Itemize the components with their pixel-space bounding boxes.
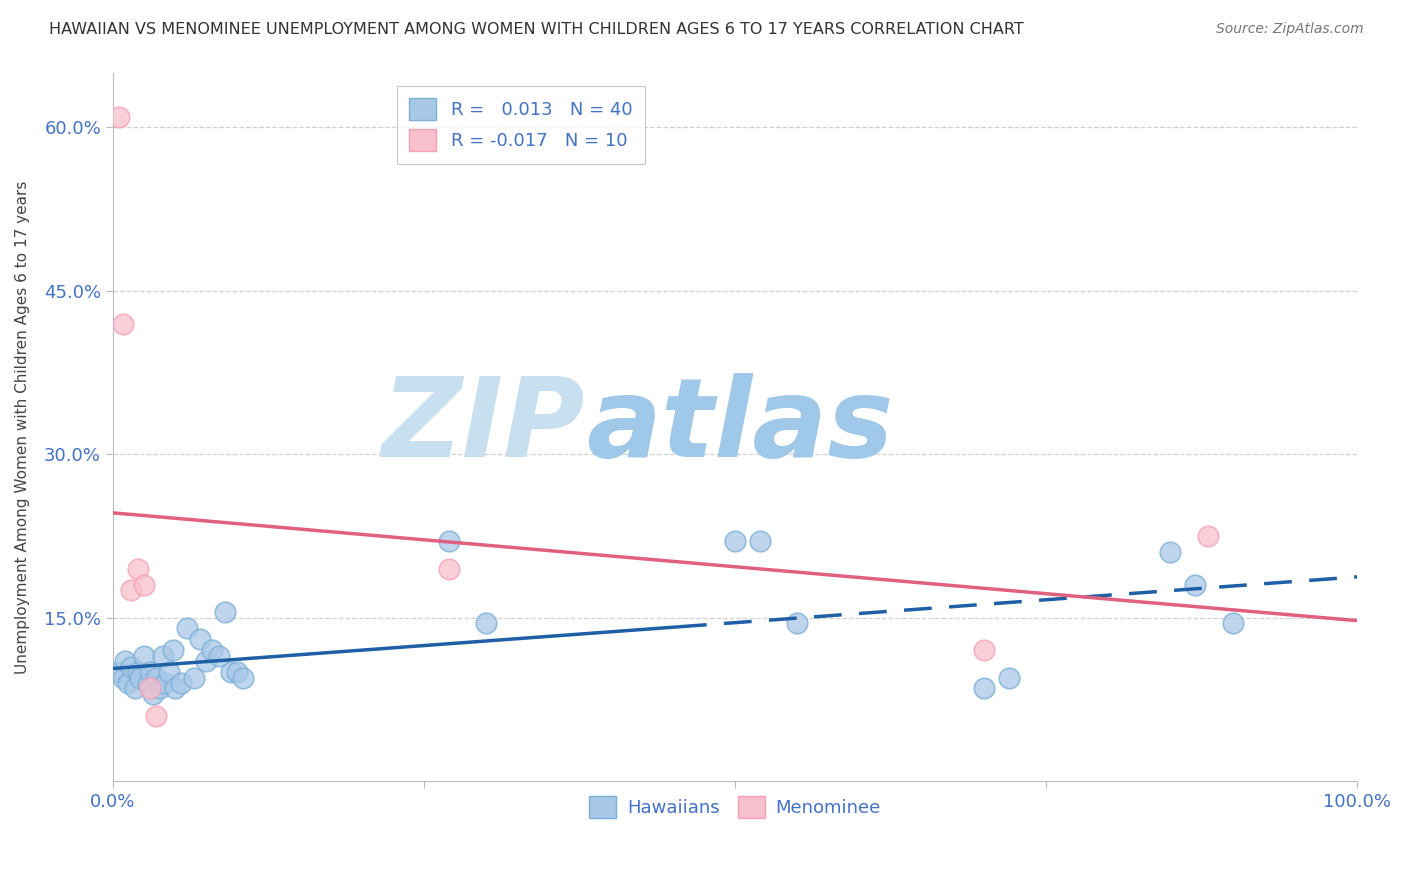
Point [437,534,460,549]
Text: Source: ZipAtlas.com: Source: ZipAtlas.com [1216,22,1364,37]
Point [111,671,134,685]
Point [188,632,211,647]
Point [176,622,198,636]
Point [132,578,155,592]
Point [232,671,254,685]
Point [129,671,152,685]
Point [121,659,143,673]
Point [973,681,995,696]
Point [127,561,149,575]
Point [973,643,995,657]
Point [219,665,242,679]
Point [111,317,134,331]
Point [786,615,808,630]
Point [121,583,143,598]
Point [1222,615,1244,630]
Point [139,681,162,696]
Point [124,681,146,696]
Legend: Hawaiians, Menominee: Hawaiians, Menominee [582,789,889,825]
Point [214,605,236,619]
Point [127,665,149,679]
Text: atlas: atlas [586,374,893,481]
Point [108,110,131,124]
Point [139,665,162,679]
Point [157,665,180,679]
Point [748,534,770,549]
Point [163,681,186,696]
Point [195,654,218,668]
Point [724,534,747,549]
Point [201,643,224,657]
Point [226,665,249,679]
Point [152,648,174,663]
Point [183,671,205,685]
Point [162,643,184,657]
Point [475,615,498,630]
Y-axis label: Unemployment Among Women with Children Ages 6 to 17 years: Unemployment Among Women with Children A… [15,180,30,673]
Point [153,676,176,690]
Point [170,676,193,690]
Point [145,708,167,723]
Point [437,561,460,575]
Point [136,676,159,690]
Point [1184,578,1206,592]
Text: HAWAIIAN VS MENOMINEE UNEMPLOYMENT AMONG WOMEN WITH CHILDREN AGES 6 TO 17 YEARS : HAWAIIAN VS MENOMINEE UNEMPLOYMENT AMONG… [49,22,1024,37]
Point [114,654,136,668]
Point [149,681,172,696]
Point [207,648,229,663]
Point [117,676,139,690]
Point [145,671,167,685]
Point [108,665,131,679]
Point [1159,545,1181,559]
Point [1197,529,1219,543]
Point [997,671,1019,685]
Point [132,648,155,663]
Point [142,687,165,701]
Text: ZIP: ZIP [382,374,586,481]
